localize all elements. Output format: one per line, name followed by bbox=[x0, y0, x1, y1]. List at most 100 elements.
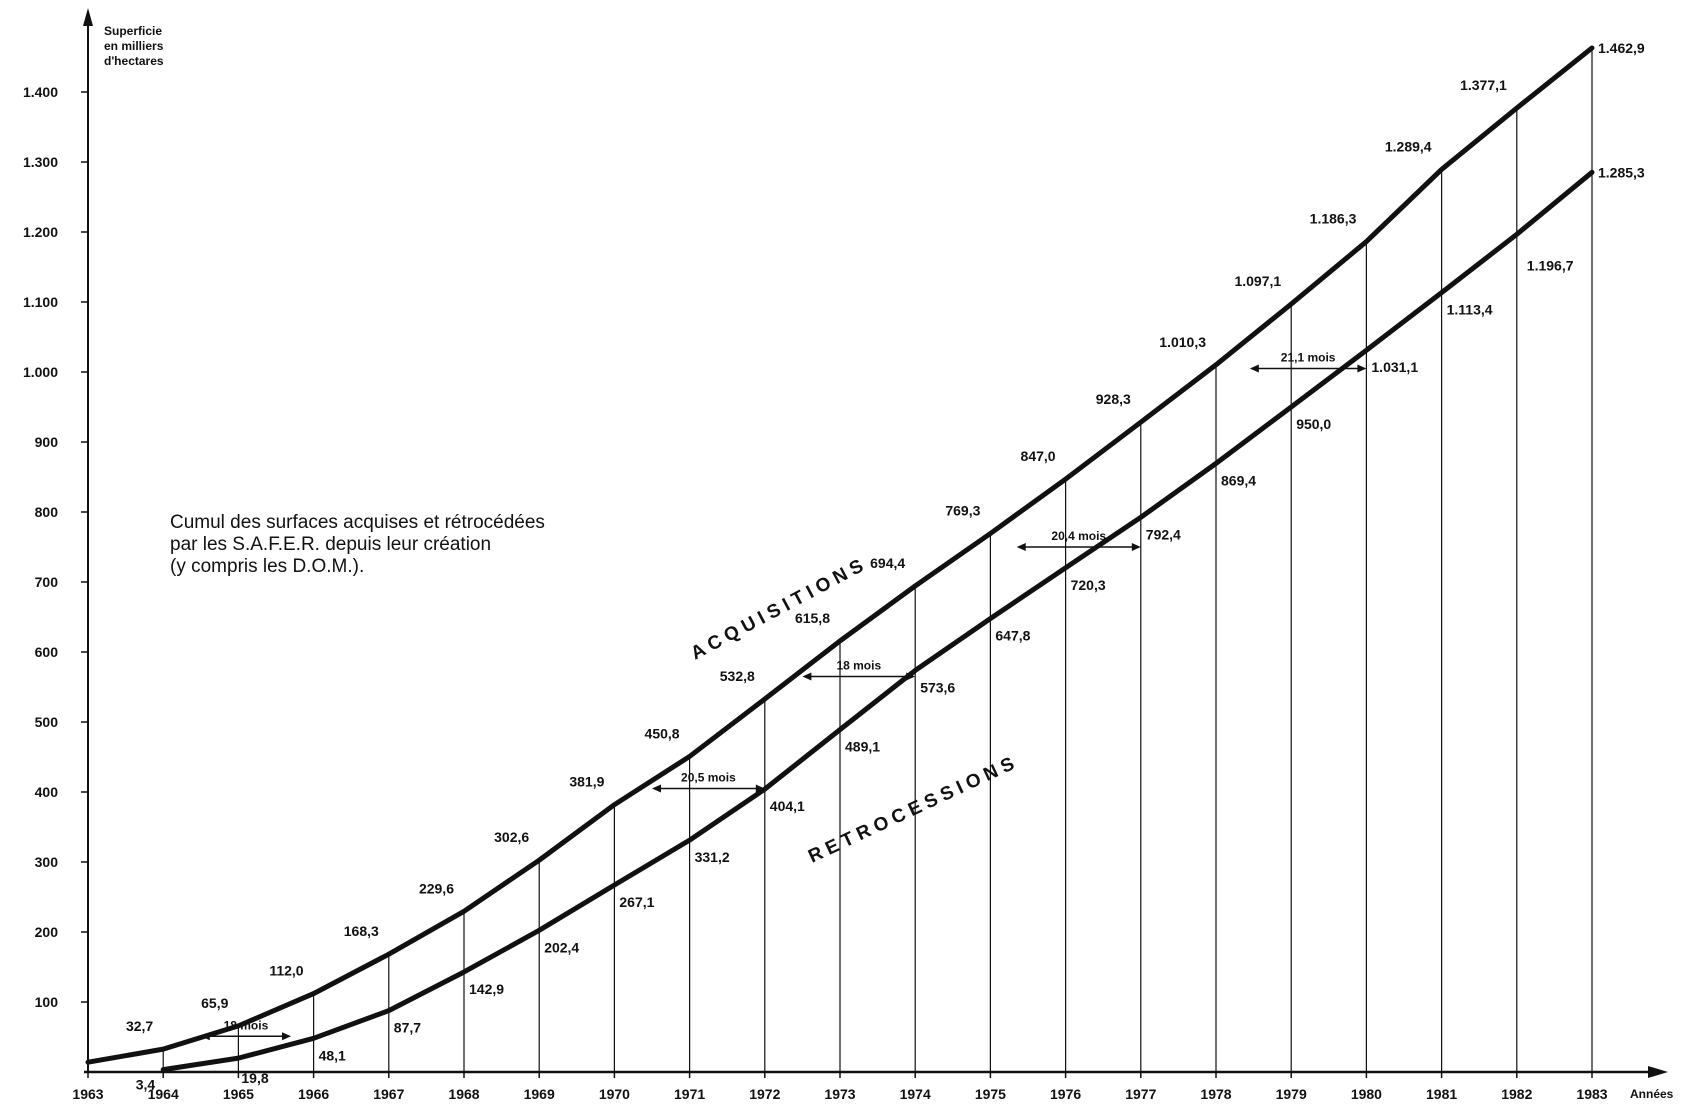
chart-title: Cumul des surfaces acquises et rétrocédé… bbox=[170, 512, 650, 578]
delay-arrowhead bbox=[200, 1032, 210, 1041]
year-guide-lines bbox=[162, 47, 1593, 1072]
x-tick-label: 1968 bbox=[448, 1086, 479, 1102]
delay-label: 21,1 mois bbox=[1281, 351, 1336, 365]
retrocessions-data-label: 404,1 bbox=[770, 798, 805, 814]
delay-arrowhead bbox=[802, 672, 812, 681]
series-line-acquisitions bbox=[85, 45, 1595, 1065]
acquisitions-data-label: 112,0 bbox=[269, 963, 303, 979]
retrocessions-data-label: 720,3 bbox=[1071, 577, 1106, 593]
acquisitions-data-label: 65,9 bbox=[201, 995, 228, 1011]
axes: 100 200 300 400 500 600 700 800 900 1.000 1.100 1.2… bbox=[23, 8, 1668, 1102]
series-name-retrocessions: RETROCESSIONS bbox=[805, 751, 1022, 867]
x-axis-arrow bbox=[1648, 1066, 1668, 1078]
x-tick-label: 1972 bbox=[749, 1086, 780, 1102]
y-tick-label: 100 bbox=[35, 994, 59, 1010]
acquisitions-data-label: 229,6 bbox=[419, 880, 454, 896]
retrocessions-data-label: 3,4 bbox=[136, 1077, 156, 1093]
y-tick-label: 200 bbox=[35, 924, 59, 940]
y-tick-label: 500 bbox=[35, 714, 59, 730]
x-tick-label: 1979 bbox=[1276, 1086, 1307, 1102]
acquisitions-data-label: 302,6 bbox=[494, 829, 529, 845]
acquisitions-data-label: 615,8 bbox=[795, 610, 830, 626]
y-tick-label: 800 bbox=[35, 504, 59, 520]
x-tick-label: 1969 bbox=[524, 1086, 555, 1102]
retrocessions-data-label: 1.031,1 bbox=[1371, 359, 1418, 375]
y-tick-label: 600 bbox=[35, 644, 59, 660]
series-name-acquisitions: ACQUISITIONS bbox=[687, 553, 871, 664]
chart-title-line: Cumul des surfaces acquises et rétrocédé… bbox=[170, 512, 545, 533]
retrocessions-data-label: 1.113,4 bbox=[1447, 302, 1493, 318]
acquisitions-data-label: 532,8 bbox=[720, 668, 755, 684]
retrocessions-data-label: 950,0 bbox=[1296, 416, 1331, 432]
x-tick-label: 1981 bbox=[1426, 1086, 1457, 1102]
delay-arrowhead bbox=[1249, 364, 1259, 373]
data-labels: 32,7 65,9 112,0 168,3 229,6 302,6 381,9 450,8 53… bbox=[126, 40, 1645, 1093]
y-axis-label: Superficie en milliers d'hectares bbox=[104, 24, 164, 68]
x-tick-label: 1980 bbox=[1351, 1086, 1382, 1102]
delay-arrowhead bbox=[652, 784, 661, 793]
retrocessions-data-label: 573,6 bbox=[920, 679, 955, 695]
y-tick-label: 900 bbox=[35, 434, 59, 450]
retrocessions-data-label: 647,8 bbox=[995, 628, 1030, 644]
acquisitions-data-label: 1.097,1 bbox=[1234, 273, 1281, 289]
x-tick-label: 1967 bbox=[373, 1086, 404, 1102]
x-tick-label: 1977 bbox=[1125, 1086, 1156, 1102]
retrocessions-data-label: 19,8 bbox=[241, 1070, 268, 1086]
y-tick-label: 400 bbox=[35, 784, 59, 800]
x-tick-label: 1974 bbox=[900, 1086, 931, 1102]
retrocessions-data-label: 142,9 bbox=[469, 981, 504, 997]
acquisitions-data-label: 1.010,3 bbox=[1159, 334, 1206, 350]
delay-annotations: 18 mois 20,5 mois 18 mois 20,4 mois 21,1 moi… bbox=[200, 351, 1367, 1041]
acquisitions-data-label: 450,8 bbox=[645, 725, 680, 741]
y-tick-label: 1.400 bbox=[23, 84, 58, 100]
x-tick-label: 1963 bbox=[72, 1086, 103, 1102]
delay-label: 20,4 mois bbox=[1051, 529, 1106, 543]
y-axis-arrow bbox=[83, 8, 93, 26]
series-lines bbox=[85, 45, 1595, 1073]
y-tick-label: 1.000 bbox=[23, 364, 58, 380]
delay-arrowhead bbox=[1016, 543, 1026, 551]
retrocessions-data-label: 869,4 bbox=[1221, 472, 1256, 488]
x-tick-label: 1976 bbox=[1050, 1086, 1081, 1102]
retrocessions-data-label: 792,4 bbox=[1146, 526, 1181, 542]
delay-arrowhead bbox=[1357, 364, 1367, 373]
retrocessions-data-label: 1.196,7 bbox=[1527, 257, 1574, 273]
y-tick-label: 1.300 bbox=[23, 154, 58, 170]
acquisitions-data-label: 1.186,3 bbox=[1310, 211, 1357, 227]
delay-arrowhead bbox=[906, 672, 916, 681]
delay-arrowhead bbox=[1131, 543, 1141, 551]
x-tick-label: 1975 bbox=[975, 1086, 1006, 1102]
y-axis-label-line: d'hectares bbox=[104, 54, 164, 68]
x-tick-label: 1964 bbox=[148, 1086, 179, 1102]
acquisitions-data-label: 32,7 bbox=[126, 1018, 153, 1034]
y-axis-label-line: en milliers bbox=[104, 39, 164, 53]
series-line-retrocessions bbox=[160, 169, 1595, 1073]
y-tick-label: 1.100 bbox=[23, 294, 58, 310]
x-tick-label: 1978 bbox=[1200, 1086, 1231, 1102]
x-tick-label: 1983 bbox=[1576, 1086, 1607, 1102]
x-tick-label: 1973 bbox=[824, 1086, 855, 1102]
acquisitions-data-label: 769,3 bbox=[945, 502, 980, 518]
acquisitions-data-label: 381,9 bbox=[569, 774, 604, 790]
chart-title-line: par les S.A.F.E.R. depuis leur création bbox=[170, 534, 492, 555]
x-tick-label: 1970 bbox=[599, 1086, 630, 1102]
chart-title-line: (y compris les D.O.M.). bbox=[170, 556, 365, 577]
retrocessions-data-label: 489,1 bbox=[845, 739, 880, 755]
acquisitions-data-label: 928,3 bbox=[1096, 391, 1131, 407]
acquisitions-data-label: 1.289,4 bbox=[1385, 138, 1432, 154]
delay-label: 18 mois bbox=[224, 1018, 269, 1032]
acquisitions-data-label: 168,3 bbox=[344, 923, 379, 939]
retrocessions-data-label: 331,2 bbox=[695, 849, 730, 865]
delay-label: 20,5 mois bbox=[681, 771, 736, 785]
acquisitions-data-label: 1.462,9 bbox=[1598, 40, 1645, 56]
retrocessions-data-label: 87,7 bbox=[394, 1020, 421, 1036]
x-tick-label: 1965 bbox=[223, 1086, 254, 1102]
delay-label: 18 mois bbox=[836, 659, 881, 673]
y-axis-label-line: Superficie bbox=[104, 24, 162, 38]
y-tick-label: 700 bbox=[35, 574, 59, 590]
acquisitions-data-label: 1.377,1 bbox=[1460, 77, 1507, 93]
y-tick-label: 1.200 bbox=[23, 224, 58, 240]
x-tick-label: 1971 bbox=[674, 1086, 705, 1102]
delay-arrowhead bbox=[282, 1032, 292, 1041]
